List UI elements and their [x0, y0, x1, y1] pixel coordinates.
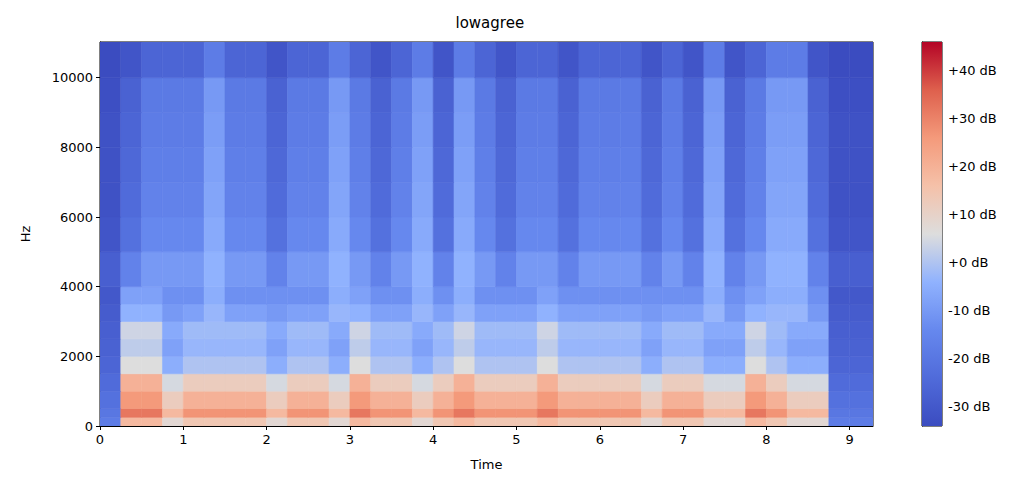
svg-text:5: 5 [512, 432, 520, 447]
svg-text:8: 8 [762, 432, 770, 447]
svg-text:-10 dB: -10 dB [948, 303, 991, 318]
svg-text:lowagree: lowagree [456, 14, 525, 32]
svg-text:7: 7 [679, 432, 687, 447]
svg-text:+0 dB: +0 dB [948, 255, 988, 270]
svg-text:0: 0 [96, 432, 104, 447]
svg-text:8000: 8000 [60, 140, 93, 155]
svg-text:10000: 10000 [52, 70, 93, 85]
svg-text:-30 dB: -30 dB [948, 399, 991, 414]
svg-text:-20 dB: -20 dB [948, 351, 991, 366]
svg-text:Time: Time [470, 457, 503, 472]
svg-text:Hz: Hz [18, 226, 33, 243]
svg-text:0: 0 [85, 419, 93, 434]
svg-text:6000: 6000 [60, 210, 93, 225]
svg-text:4: 4 [429, 432, 437, 447]
svg-text:9: 9 [846, 432, 854, 447]
svg-text:2: 2 [262, 432, 270, 447]
svg-text:3: 3 [346, 432, 354, 447]
svg-text:+40 dB: +40 dB [948, 63, 997, 78]
svg-text:2000: 2000 [60, 349, 93, 364]
svg-text:1: 1 [179, 432, 187, 447]
svg-text:+30 dB: +30 dB [948, 111, 997, 126]
svg-text:+10 dB: +10 dB [948, 207, 997, 222]
svg-text:6: 6 [596, 432, 604, 447]
svg-text:+20 dB: +20 dB [948, 159, 997, 174]
svg-text:4000: 4000 [60, 279, 93, 294]
